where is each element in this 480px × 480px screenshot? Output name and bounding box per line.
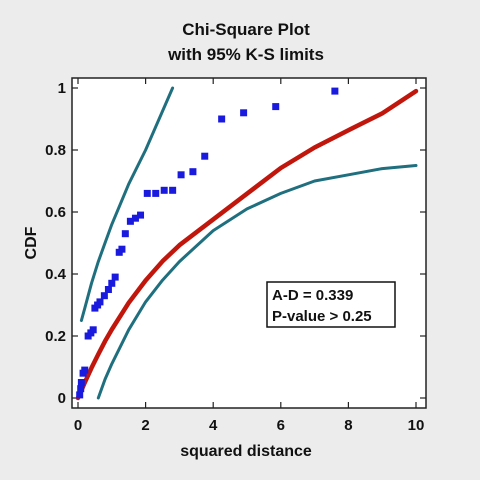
data-point (100, 292, 108, 300)
x-tick-label: 2 (141, 417, 149, 434)
y-tick-label: 0.2 (45, 328, 66, 345)
data-point (89, 326, 97, 334)
data-point (331, 87, 339, 95)
x-tick-label: 8 (344, 417, 352, 434)
data-point (169, 186, 177, 194)
data-point (104, 286, 112, 293)
data-point (218, 115, 226, 123)
y-tick-label: 0.6 (45, 204, 66, 221)
data-point (96, 298, 104, 306)
data-point (77, 379, 85, 386)
y-axis-label: CDF (23, 226, 40, 259)
x-tick-label: 6 (277, 417, 285, 434)
data-point (189, 168, 197, 176)
data-point (152, 189, 160, 197)
y-axis: 0 0.2 0.4 0.6 0.8 1 (45, 80, 426, 407)
y-tick-label: 1 (58, 80, 66, 97)
plot-area (71, 77, 427, 409)
data-point (272, 103, 280, 111)
data-point (177, 171, 185, 179)
data-points (76, 87, 339, 399)
data-point (131, 214, 139, 222)
x-axis: 0 2 4 6 8 10 (74, 78, 425, 434)
data-point (126, 217, 134, 225)
ad-statistic: A-D = 0.339 (272, 287, 353, 304)
data-point (137, 211, 145, 219)
x-tick-label: 4 (209, 417, 218, 434)
data-point (81, 366, 89, 374)
fitted-cdf-line (75, 88, 419, 401)
p-value: P-value > 0.25 (272, 308, 372, 325)
data-point (118, 245, 126, 253)
x-tick-label: 0 (74, 417, 82, 434)
data-point (160, 186, 168, 194)
x-axis-label: squared distance (180, 443, 312, 460)
y-tick-label: 0 (58, 390, 66, 407)
data-point (108, 279, 116, 287)
data-point (76, 391, 84, 399)
data-point (240, 109, 248, 117)
chart-subtitle: with 95% K-S limits (167, 45, 324, 64)
data-point (201, 152, 209, 160)
stats-box (266, 281, 396, 328)
x-tick-label: 10 (408, 417, 425, 434)
data-point (77, 385, 85, 393)
data-point (143, 189, 151, 197)
data-point (121, 230, 129, 238)
chart-title: Chi-Square Plot (182, 20, 310, 39)
upper-ks-limit-line (79, 86, 175, 322)
lower-ks-limit-line (96, 164, 418, 400)
stats-annotation: A-D = 0.339 P-value > 0.25 (266, 281, 396, 328)
data-point (111, 273, 119, 281)
y-tick-label: 0.4 (45, 266, 67, 283)
series-lines (75, 86, 419, 401)
y-tick-label: 0.8 (45, 142, 66, 159)
